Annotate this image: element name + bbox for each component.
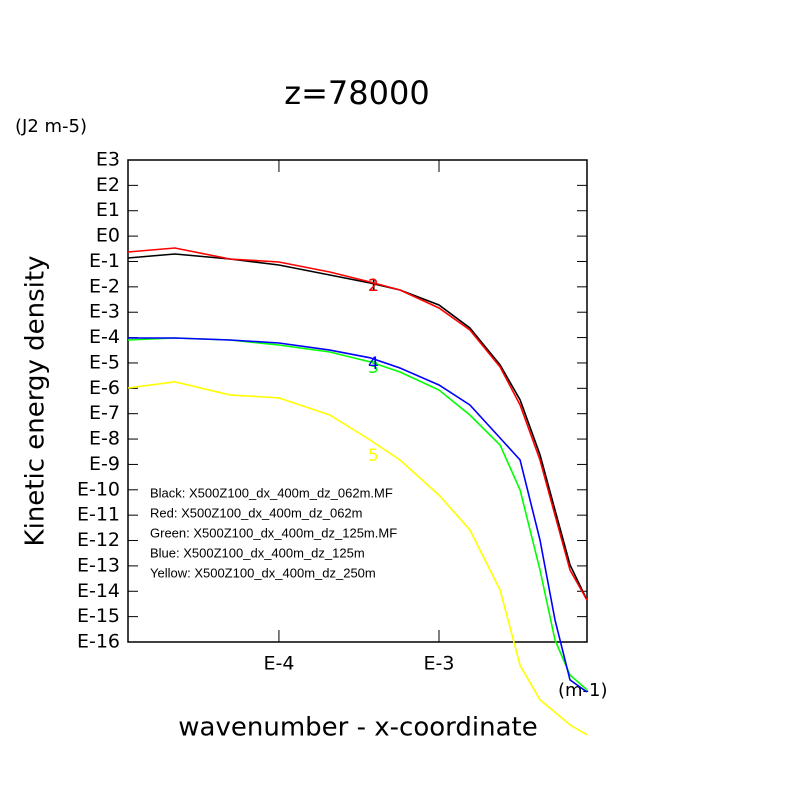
y-tick-label: E-15 — [77, 605, 120, 627]
x-tick-label: E-3 — [424, 653, 455, 675]
y-tick-label: E-6 — [89, 377, 120, 399]
y-tick-label: E-10 — [77, 478, 120, 500]
y-tick-label: E1 — [96, 199, 120, 221]
y-tick-label: E-7 — [89, 402, 120, 424]
y-tick-label: E0 — [96, 225, 120, 247]
y-tick-label: E-9 — [89, 453, 120, 475]
curve-label: 3 — [368, 358, 379, 378]
y-tick-label: E-14 — [77, 580, 120, 602]
y-tick-label: E-12 — [77, 529, 120, 551]
y-tick-label: E-5 — [89, 351, 120, 373]
y-tick-label: E-16 — [77, 631, 120, 653]
legend-entry: Yellow: X500Z100_dx_400m_dz_250m — [150, 565, 376, 580]
y-tick-label: E-1 — [89, 250, 120, 272]
curve-label: 5 — [368, 446, 379, 466]
x-tick-label: E-4 — [263, 653, 294, 675]
series-line — [127, 253, 588, 601]
curve-label: 2 — [368, 276, 379, 296]
plot-frame — [127, 159, 588, 643]
curve-label: 1 — [368, 276, 379, 296]
series-line — [127, 380, 588, 736]
y-tick-label: E-4 — [89, 326, 120, 348]
chart-title: z=78000 — [284, 74, 429, 112]
series-line — [127, 247, 588, 601]
y-tick-label: E-3 — [89, 301, 120, 323]
y-unit: (J2 m-5) — [15, 116, 87, 137]
series-line — [128, 337, 588, 693]
y-tick-label: E-11 — [77, 504, 120, 526]
x-unit: (m-1) — [558, 680, 608, 701]
legend-entry: Blue: X500Z100_dx_400m_dz_125m — [150, 545, 365, 560]
y-tick-label: E-13 — [77, 554, 120, 576]
y-tick-label: E2 — [96, 174, 120, 196]
legend-entry: Red: X500Z100_dx_400m_dz_062m — [150, 505, 362, 520]
y-tick-label: E-2 — [89, 275, 120, 297]
curve-label: 4 — [368, 354, 379, 374]
legend-entry: Green: X500Z100_dx_400m_dz_125m.MF — [150, 525, 397, 540]
legend-entry: Black: X500Z100_dx_400m_dz_062m.MF — [150, 485, 393, 500]
y-tick-label: E-8 — [89, 428, 120, 450]
y-axis-label: Kinetic energy density — [21, 256, 51, 547]
y-tick-label: E3 — [96, 149, 120, 171]
x-axis-label: wavenumber - x-coordinate — [178, 713, 537, 743]
